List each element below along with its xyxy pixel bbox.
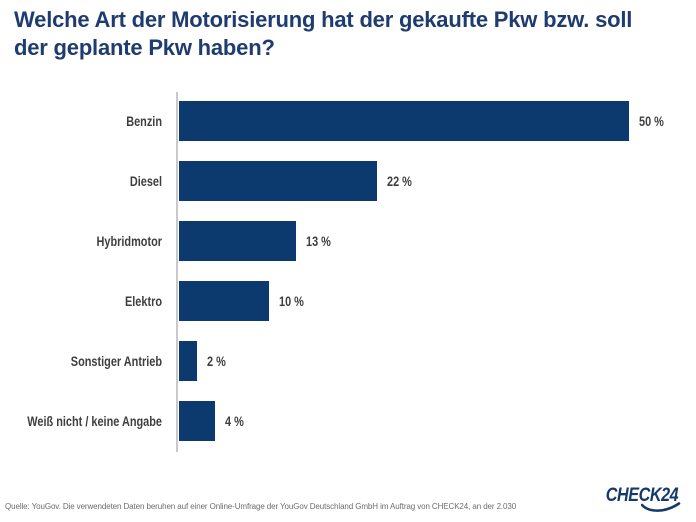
- bar: [179, 101, 629, 141]
- bar-row: Benzin 50 %: [0, 101, 696, 141]
- bar-row: Sonstiger Antrieb 2 %: [0, 341, 696, 381]
- source-note-line: Quelle: YouGov. Die verwendeten Daten be…: [5, 502, 517, 511]
- category-label: Elektro: [124, 293, 162, 309]
- category-label: Diesel: [129, 173, 162, 189]
- chart-axis-line: [176, 92, 178, 452]
- source-note: Quelle: YouGov. Die verwendeten Daten be…: [5, 474, 593, 522]
- check24-logo-text: CHECK24: [605, 485, 679, 506]
- bar: [179, 341, 197, 381]
- value-label: 13 %: [306, 233, 331, 249]
- category-label: Weiß nicht / keine Angabe: [27, 413, 163, 429]
- value-label: 50 %: [639, 113, 664, 129]
- bar-row: Hybridmotor 13 %: [0, 221, 696, 261]
- chart-title: Welche Art der Motorisierung hat der gek…: [14, 7, 633, 60]
- bar-row: Elektro 10 %: [0, 281, 696, 321]
- bar-row: Weiß nicht / keine Angabe 4 %: [0, 401, 696, 441]
- value-label: 4 %: [225, 413, 244, 429]
- bar: [179, 401, 215, 441]
- bar: [179, 221, 296, 261]
- bar-row: Diesel 22 %: [0, 161, 696, 201]
- value-label: 22 %: [387, 173, 412, 189]
- value-label: 2 %: [207, 353, 226, 369]
- bar: [179, 161, 377, 201]
- check24-logo: CHECK24: [593, 485, 681, 512]
- category-label: Sonstiger Antrieb: [70, 353, 162, 369]
- logo-swoosh-icon: [641, 502, 681, 512]
- category-label: Benzin: [126, 113, 162, 129]
- value-label: 10 %: [279, 293, 304, 309]
- bar: [179, 281, 269, 321]
- category-label: Hybridmotor: [96, 233, 162, 249]
